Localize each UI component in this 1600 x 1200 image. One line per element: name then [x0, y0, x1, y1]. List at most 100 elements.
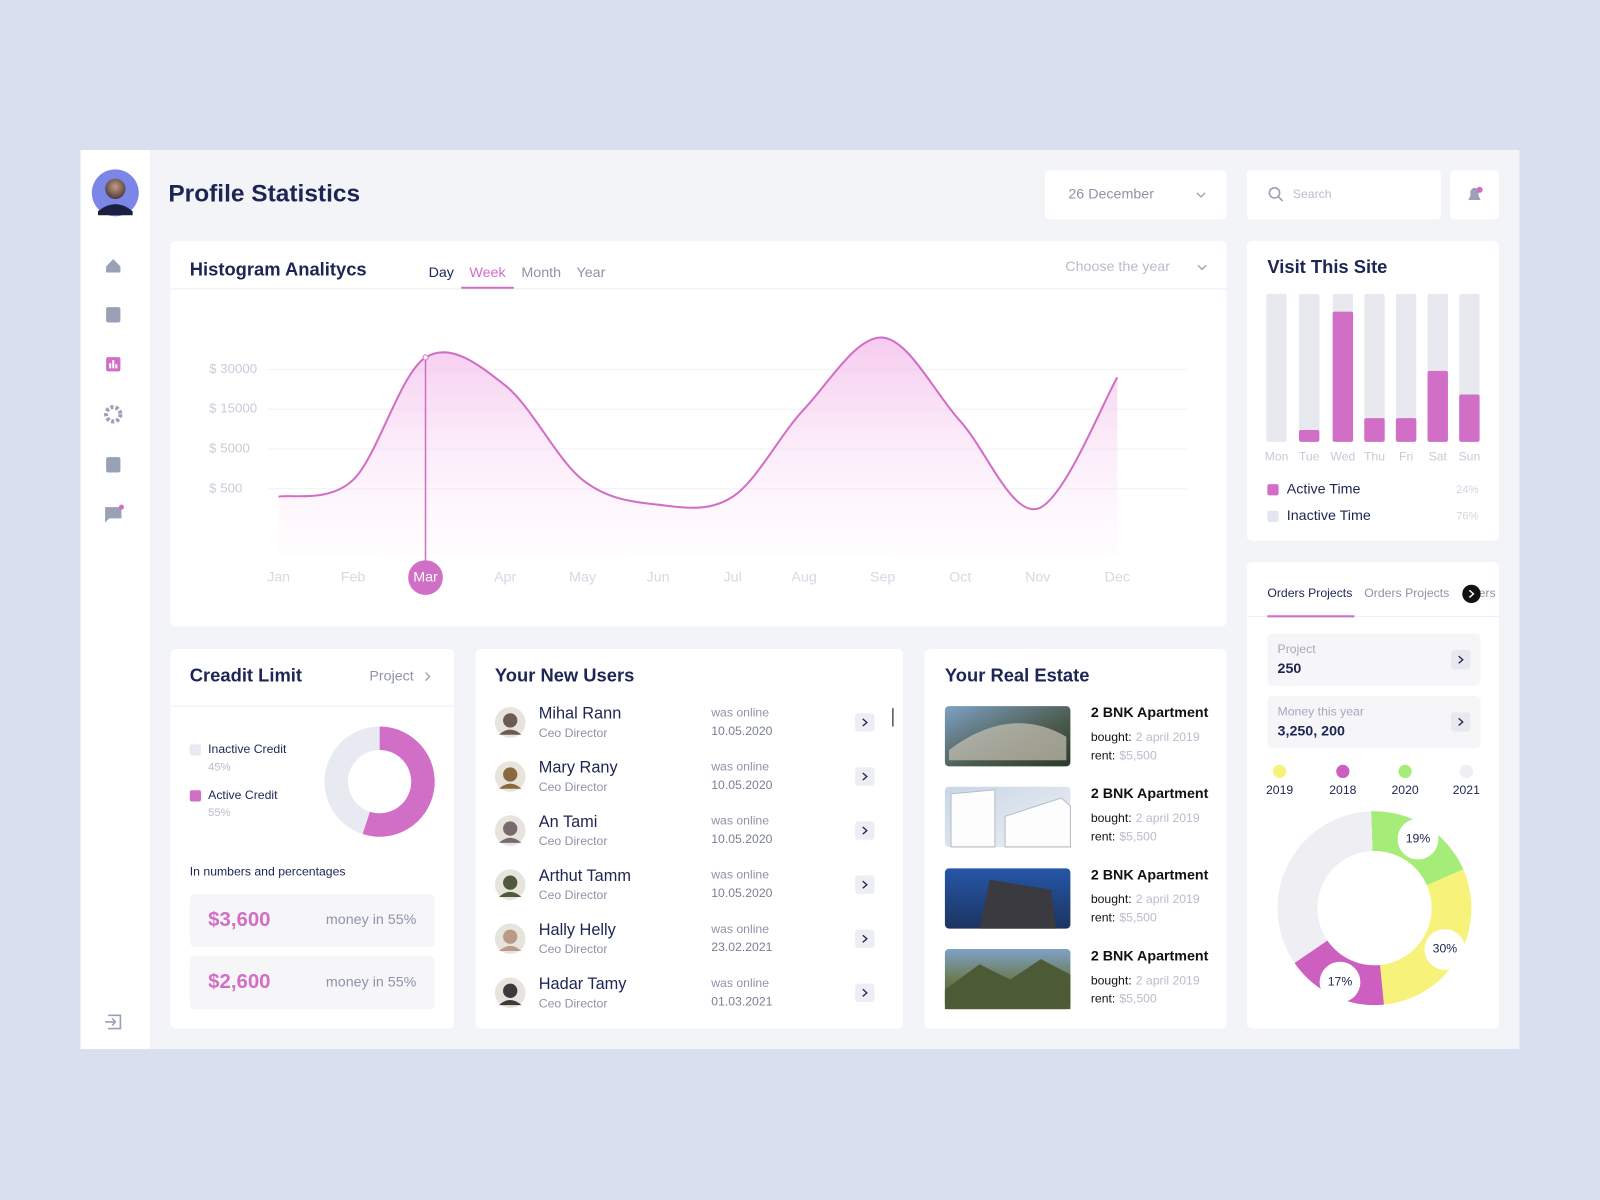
stat-label: Money this year [1278, 704, 1364, 718]
stat-value: 3,250, 200 [1278, 723, 1345, 739]
tabs-next-chevron [1468, 589, 1475, 598]
date-select[interactable] [1044, 170, 1227, 220]
settings-icon[interactable] [104, 405, 123, 424]
stat-value: 250 [1278, 661, 1302, 677]
donut-label-badge [1319, 961, 1361, 1003]
user-date: 23.02.2021 [711, 940, 772, 954]
estate-title: 2 BNK Apartment [1091, 948, 1209, 964]
x-tick-label: Jan [267, 569, 290, 585]
bar-track [1298, 293, 1320, 442]
search-placeholder: Search [1293, 187, 1332, 201]
user-date: 10.05.2020 [711, 724, 772, 738]
estate-rent-label: rent: [1091, 911, 1115, 925]
donut-label: 17% [1328, 974, 1353, 988]
estate-rent: $5,500 [1119, 992, 1157, 1006]
row-action-chevron [862, 988, 868, 997]
user-role: Ceo Director [539, 888, 608, 902]
stats-icon-bar [115, 364, 118, 369]
search-icon [1268, 186, 1281, 199]
estate-bought-label: bought: [1091, 892, 1132, 906]
x-tick-label: Oct [949, 569, 971, 585]
orders-tab[interactable]: ers [1479, 586, 1496, 600]
stat-action-chevron [1458, 717, 1464, 727]
tab[interactable]: Day [429, 265, 455, 281]
bar [1427, 370, 1448, 442]
estate-bought-label: bought: [1091, 730, 1132, 744]
user-avatar-face [503, 929, 518, 944]
row-action[interactable] [855, 713, 875, 732]
row-action-chevron [862, 772, 868, 781]
help-icon[interactable] [106, 457, 121, 473]
x-tick-label: Wed [1330, 449, 1355, 463]
user-avatar-face [503, 767, 518, 782]
note: In numbers and percentages [190, 865, 346, 879]
y-tick-label: $ 5000 [209, 440, 250, 455]
estate-bought: 2 april 2019 [1136, 730, 1200, 744]
row-action[interactable] [855, 875, 875, 894]
bar-track [1266, 293, 1287, 442]
legend-share: 76% [1456, 510, 1478, 522]
tab[interactable]: Month [521, 265, 561, 281]
user-avatar-face [503, 983, 518, 998]
x-tick-label: Sat [1429, 449, 1448, 463]
estate-rent: $5,500 [1119, 829, 1157, 843]
bar [1332, 311, 1354, 442]
tab[interactable]: Week [469, 265, 506, 281]
row-action[interactable] [855, 929, 875, 948]
user-name: Hally Helly [539, 921, 617, 939]
legend-dot [1459, 764, 1473, 779]
donut-segment [1277, 811, 1373, 963]
tab[interactable]: Year [577, 265, 606, 281]
bar-track [1364, 293, 1385, 442]
user-avatar-face [503, 713, 518, 728]
home-icon[interactable] [106, 259, 121, 273]
stat-action[interactable] [1451, 712, 1471, 732]
legend-swatch [189, 790, 202, 802]
y-tick-label: $ 30000 [209, 361, 257, 376]
logout-icon[interactable] [105, 1014, 122, 1030]
orders-tab[interactable]: Orders Projects [1267, 586, 1352, 600]
chat-icon[interactable] [105, 507, 122, 523]
row-action[interactable] [855, 767, 875, 786]
row-action[interactable] [855, 821, 875, 840]
legend-label: Active Credit [208, 788, 278, 802]
amount-caption: money in 55% [326, 974, 417, 990]
orders-tab[interactable]: Orders Projects [1364, 586, 1449, 600]
x-tick-label: Mon [1265, 449, 1289, 463]
stats-icon-bar [109, 363, 112, 369]
stat-action[interactable] [1451, 650, 1471, 670]
user-date: 10.05.2020 [711, 778, 772, 792]
tabs-next[interactable] [1462, 584, 1481, 604]
user-name: Arthut Tamm [539, 867, 631, 885]
legend-dot [1336, 764, 1350, 779]
legend-label: 2019 [1266, 783, 1293, 797]
donut-label-badge [1424, 929, 1466, 970]
user-role: Ceo Director [539, 726, 608, 740]
user-avatar-body [498, 729, 522, 735]
amount: $3,600 [208, 909, 270, 931]
legend-value: 55% [208, 807, 230, 819]
donut-segment [362, 726, 435, 837]
x-tick-label: Jul [724, 569, 742, 585]
user-status: was online [710, 814, 769, 828]
amount-caption: money in 55% [326, 912, 417, 928]
donut-label-badge [1397, 818, 1439, 860]
estate-photo-detail [948, 723, 1067, 761]
stat-box [1267, 633, 1481, 686]
user-role: Ceo Director [539, 780, 608, 794]
avatar-body [97, 204, 133, 216]
user-date: 10.05.2020 [711, 832, 772, 846]
legend-label: 2018 [1329, 783, 1356, 797]
legend-label: Inactive Credit [208, 742, 287, 756]
chevron[interactable] [425, 671, 431, 682]
legend-label: 2021 [1453, 783, 1480, 797]
estate-title: 2 BNK Apartment [1091, 867, 1209, 883]
user-name: Hadar Tamy [539, 975, 627, 993]
row-action[interactable] [855, 983, 875, 1003]
search-box[interactable] [1246, 170, 1441, 220]
card-link[interactable]: Project [369, 668, 413, 684]
contacts-icon[interactable] [106, 307, 121, 323]
row-action-chevron [862, 880, 868, 889]
year-select[interactable]: Choose the year [1065, 259, 1170, 275]
